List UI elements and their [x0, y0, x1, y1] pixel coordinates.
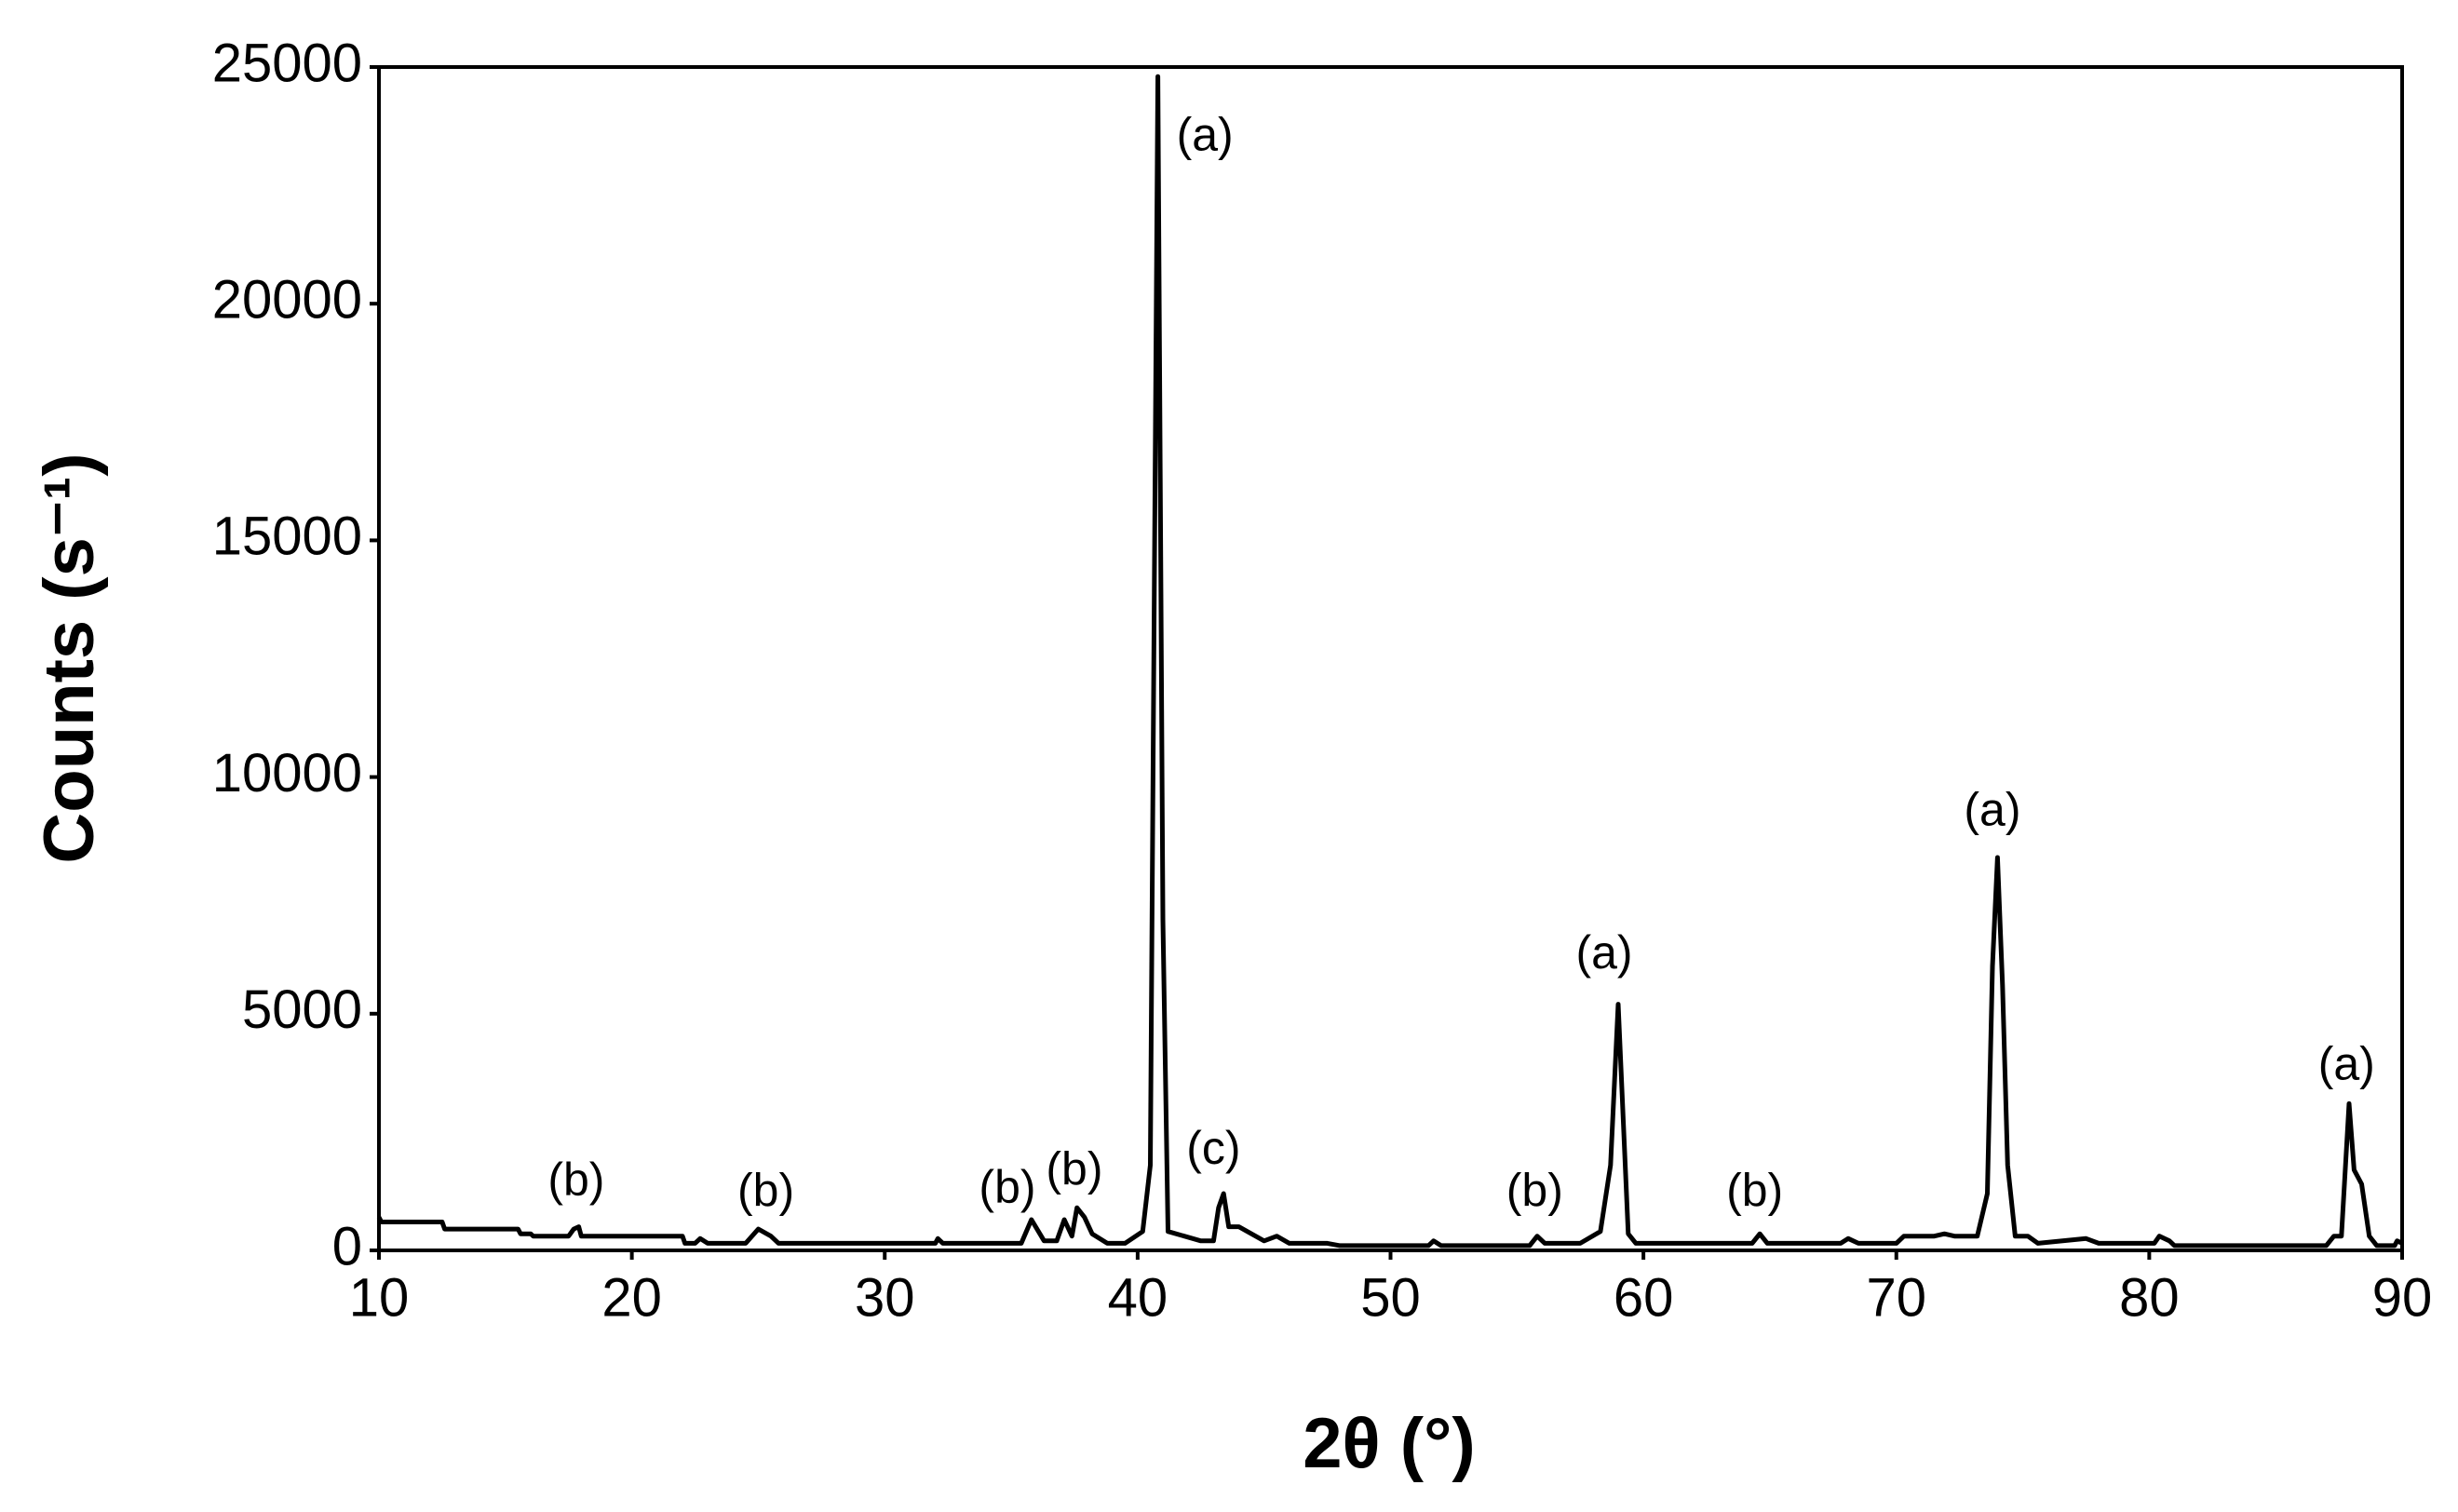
annotation: (a) [1177, 108, 1234, 160]
annotation: (b) [1046, 1142, 1102, 1195]
x-tick-label: 40 [1108, 1267, 1168, 1328]
annotation: (c) [1186, 1122, 1240, 1174]
annotation: (b) [547, 1154, 604, 1206]
x-tick-label: 20 [601, 1267, 662, 1328]
y-tick-label: 5000 [242, 979, 362, 1040]
x-tick-label: 80 [2119, 1267, 2180, 1328]
data-line [376, 74, 2404, 1249]
x-axis-title: 2θ (°) [1303, 1404, 1475, 1483]
annotation: (b) [1506, 1165, 1563, 1217]
x-tick-label: 90 [2372, 1267, 2433, 1328]
y-tick-label: 25000 [212, 33, 362, 93]
x-tick-label: 50 [1360, 1267, 1421, 1328]
y-tick-label: 15000 [212, 506, 362, 567]
x-tick-label: 60 [1614, 1267, 1674, 1328]
annotation: (b) [1726, 1165, 1783, 1217]
plot-frame [377, 65, 2404, 1252]
annotation: (a) [2318, 1037, 2375, 1089]
y-axis-title: Counts (s⁻¹) [30, 452, 109, 863]
annotation: (b) [737, 1165, 794, 1217]
x-tick-label: 30 [855, 1267, 915, 1328]
y-tick-label: 20000 [212, 270, 362, 331]
y-tick-label: 0 [332, 1216, 362, 1276]
annotation: (a) [1575, 926, 1632, 979]
annotation: (a) [1964, 783, 2020, 835]
y-tick-label: 10000 [212, 743, 362, 803]
annotation: (b) [979, 1161, 1035, 1213]
x-tick-label: 10 [349, 1267, 410, 1328]
x-tick-label: 70 [1866, 1267, 1926, 1328]
